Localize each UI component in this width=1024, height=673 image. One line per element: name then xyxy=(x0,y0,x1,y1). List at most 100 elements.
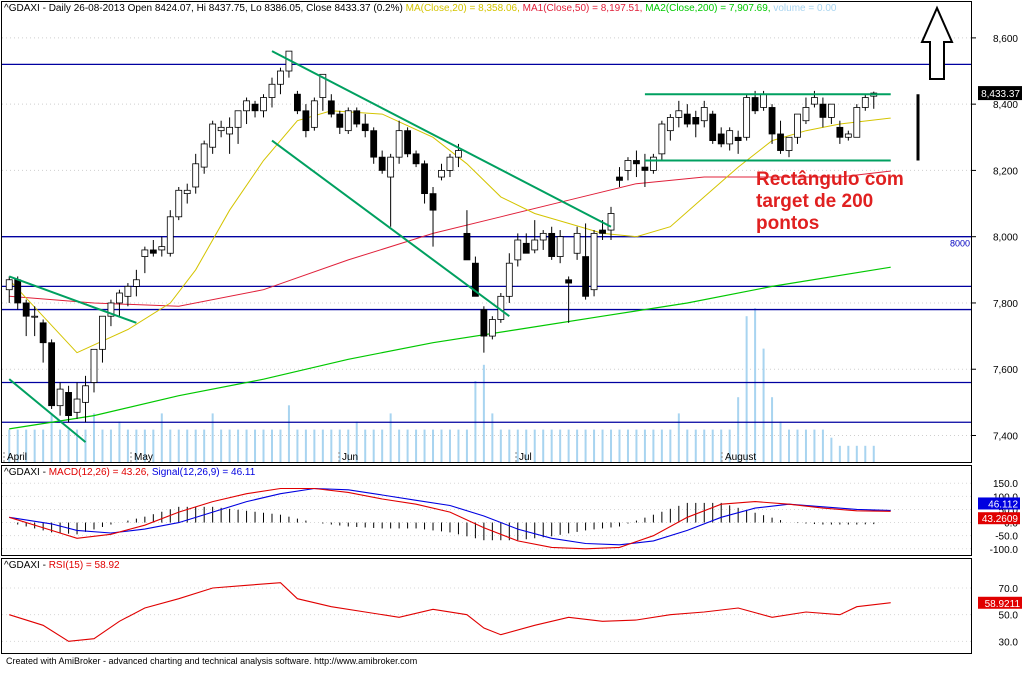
candle-up xyxy=(666,117,674,132)
volume-bar xyxy=(254,429,257,462)
volume-bar xyxy=(25,429,28,462)
volume-bar xyxy=(754,308,757,462)
volume-bar xyxy=(177,429,180,462)
volume-bar xyxy=(423,429,426,462)
price-panel-frame xyxy=(1,1,972,463)
month-label: Jul xyxy=(519,452,532,463)
footer-credit: Created with AmiBroker - advanced charti… xyxy=(6,656,418,666)
price-y-tick-label: 7,400 xyxy=(993,431,1018,442)
candle-down xyxy=(361,123,369,132)
annotation-line-1: Rectângulo com xyxy=(756,169,904,190)
ma50-header: MA1(Close,50) = 8,197.51, xyxy=(523,3,643,14)
candle-up xyxy=(802,107,810,122)
candle-down xyxy=(429,193,437,211)
candle-down xyxy=(302,110,310,132)
volume-bar xyxy=(542,429,545,462)
candle-down xyxy=(616,176,623,181)
volume-bar xyxy=(779,421,782,462)
volume-bar xyxy=(804,429,807,462)
month-label: August xyxy=(725,452,756,463)
month-label: April xyxy=(7,452,27,463)
macd-last-box xyxy=(978,512,1020,525)
rsi-panel-frame xyxy=(1,558,972,654)
candle-up xyxy=(395,130,403,158)
volume-bar xyxy=(364,429,367,462)
candle-down xyxy=(251,103,259,112)
candle-down xyxy=(378,156,386,171)
rsi-y-tick-label: 50.0 xyxy=(999,611,1019,622)
candle-up xyxy=(827,103,835,118)
candle-up xyxy=(217,126,225,132)
candle-up xyxy=(200,143,208,168)
volume-bar xyxy=(406,429,409,462)
volume-bar xyxy=(448,429,451,462)
candle-up xyxy=(73,398,81,413)
candle-up xyxy=(590,232,598,291)
candle-down xyxy=(336,113,344,128)
candle-up xyxy=(5,279,13,291)
rsi-y-tick-label: 30.0 xyxy=(999,637,1019,648)
candle-up xyxy=(175,189,183,218)
candle-up xyxy=(531,239,539,251)
volume-bar xyxy=(169,429,172,462)
volume-bar xyxy=(330,429,333,462)
volume-bar xyxy=(186,429,189,462)
volume-bar xyxy=(321,429,324,462)
candle-down xyxy=(412,153,420,165)
candle-up xyxy=(844,133,852,138)
signal-last-label: 46.112 xyxy=(988,499,1018,510)
ma200-line xyxy=(9,266,891,430)
candle-up xyxy=(743,97,751,138)
volume-bar xyxy=(8,429,11,462)
volume-bar xyxy=(237,429,240,462)
candle-down xyxy=(683,113,691,125)
candle-up xyxy=(573,232,581,254)
volume-bar xyxy=(296,429,299,462)
candle-up xyxy=(446,156,454,171)
volume-bar xyxy=(304,429,307,462)
macd-panel-frame xyxy=(1,465,972,556)
volume-bar xyxy=(711,429,714,462)
candle-down xyxy=(22,302,30,317)
volume-bar xyxy=(635,429,638,462)
volume-bar xyxy=(59,429,62,462)
candle-up xyxy=(209,123,217,148)
volume-header: volume = 0.00 xyxy=(773,3,837,14)
volume-bar xyxy=(720,429,723,462)
candle-up xyxy=(861,97,869,108)
candle-up xyxy=(811,97,818,105)
volume-bar xyxy=(465,429,468,462)
candle-up xyxy=(56,388,64,407)
volume-bar xyxy=(203,429,206,462)
volume-bar xyxy=(855,445,858,462)
volume-bar xyxy=(737,397,740,462)
volume-bar xyxy=(313,429,316,462)
volume-bar xyxy=(686,429,689,462)
volume-bar xyxy=(347,429,350,462)
volume-bar xyxy=(864,445,867,462)
candle-up xyxy=(226,126,234,135)
volume-bar xyxy=(533,429,536,462)
volume-bar xyxy=(677,413,680,462)
candle-down xyxy=(565,279,573,284)
volume-bar xyxy=(728,429,731,462)
volume-bar xyxy=(643,429,646,462)
volume-bar xyxy=(516,429,519,462)
candle-up xyxy=(607,213,615,231)
volume-bar xyxy=(567,429,570,462)
candle-down xyxy=(404,130,411,155)
volume-bar xyxy=(872,445,875,462)
candle-up xyxy=(99,315,106,350)
volume-bar xyxy=(482,364,485,462)
level-label: 8000 xyxy=(950,239,970,249)
candle-down xyxy=(370,130,378,158)
volume-bar xyxy=(415,429,418,462)
volume-bar xyxy=(652,429,655,462)
candle-down xyxy=(65,392,72,417)
volume-bar xyxy=(660,429,663,462)
rsi-last-box xyxy=(978,596,1022,609)
volume-bar xyxy=(84,429,87,462)
price-header-main: ^GDAXI - Daily 26-08-2013 Open 8424.07, … xyxy=(4,3,406,14)
price-y-tick-label: 8,000 xyxy=(993,233,1018,244)
candle-up xyxy=(539,232,547,241)
